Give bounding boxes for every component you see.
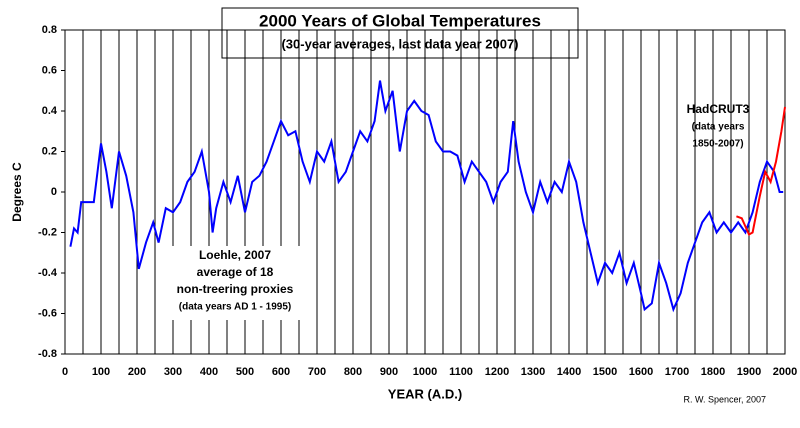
y-tick-label: -0.8 — [38, 348, 57, 360]
x-tick-label: 1800 — [701, 366, 725, 378]
x-tick-label: 900 — [380, 366, 398, 378]
y-tick-label: -0.2 — [38, 226, 57, 238]
annotation: (data years — [692, 122, 745, 133]
x-tick-label: 1000 — [413, 366, 437, 378]
annotation: (data years AD 1 - 1995) — [179, 302, 291, 313]
x-tick-label: 1300 — [521, 366, 545, 378]
x-tick-label: 500 — [236, 366, 254, 378]
chart-subtitle: (30-year averages, last data year 2007) — [281, 36, 518, 51]
x-tick-label: 0 — [62, 366, 68, 378]
x-tick-label: 800 — [344, 366, 362, 378]
x-tick-label: 400 — [200, 366, 218, 378]
x-tick-label: 2000 — [773, 366, 797, 378]
y-axis-label: Degrees C — [10, 162, 24, 222]
x-tick-label: 300 — [164, 366, 182, 378]
annotation-box — [160, 246, 310, 320]
x-tick-label: 200 — [128, 366, 146, 378]
x-tick-label: 100 — [92, 366, 110, 378]
plot-frame — [64, 29, 786, 355]
x-tick-label: 1700 — [665, 366, 689, 378]
x-tick-label: 700 — [308, 366, 326, 378]
y-tick-label: 0.6 — [42, 64, 57, 76]
x-tick-label: 1500 — [593, 366, 617, 378]
y-tick-label: -0.6 — [38, 307, 57, 319]
annotation: Loehle, 2007 — [199, 248, 271, 262]
x-tick-label: 1200 — [485, 366, 509, 378]
series-line — [69, 80, 784, 313]
x-tick-label: 1600 — [629, 366, 653, 378]
x-tick-label: 1900 — [737, 366, 761, 378]
credit: R. W. Spencer, 2007 — [683, 394, 766, 404]
y-tick-label: 0 — [51, 186, 57, 198]
y-tick-label: 0.8 — [42, 24, 57, 36]
y-tick-label: 0.4 — [42, 105, 58, 117]
chart-title: 2000 Years of Global Temperatures — [259, 11, 541, 30]
x-axis-label: YEAR (A.D.) — [388, 386, 462, 401]
y-tick-label: 0.2 — [42, 145, 57, 157]
x-tick-label: 600 — [272, 366, 290, 378]
annotation: HadCRUT3 — [687, 102, 750, 116]
annotation: 1850-2007) — [692, 139, 743, 150]
annotation: non-treering proxies — [177, 282, 294, 296]
x-tick-label: 1400 — [557, 366, 581, 378]
annotation: average of 18 — [197, 265, 274, 279]
y-tick-label: -0.4 — [38, 267, 58, 279]
x-tick-label: 1100 — [449, 366, 473, 378]
series-line — [736, 106, 786, 236]
